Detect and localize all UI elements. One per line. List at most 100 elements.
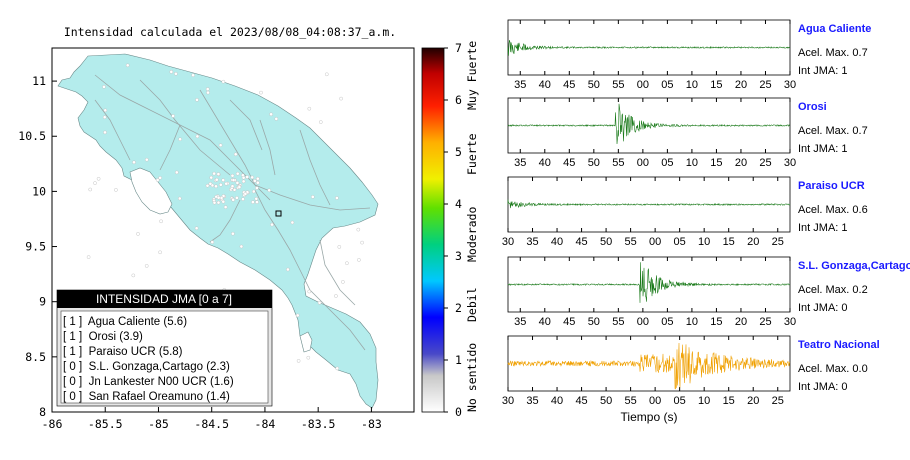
colorbar-label-no-sentido: No sentido <box>465 343 479 412</box>
waveform-x-tick-label: 50 <box>588 157 600 169</box>
station-dot <box>360 240 364 245</box>
map-y-tick-label: 10.5 <box>18 129 46 143</box>
waveform-trace <box>507 262 791 303</box>
station-dot <box>102 115 107 119</box>
waveform-x-tick-label: 15 <box>710 79 722 91</box>
station-dot <box>243 192 248 196</box>
waveform-x-tick-label: 55 <box>624 395 636 407</box>
station-dot <box>235 181 240 185</box>
station-dot <box>191 73 195 77</box>
station-dot <box>310 195 315 199</box>
road-network <box>94 74 371 351</box>
waveform-x-tick-label: 40 <box>539 79 551 91</box>
station-dot <box>159 219 163 224</box>
legend-inner-box <box>60 310 269 404</box>
station-dot <box>131 273 136 278</box>
station-dot <box>132 160 136 165</box>
station-dot <box>270 222 274 227</box>
station-dot <box>233 152 238 157</box>
station-dot <box>239 244 244 249</box>
int-jma-label: Int JMA: 1 <box>798 143 848 155</box>
waveform-x-tick-label: 10 <box>686 79 698 91</box>
legend-header-bar <box>57 290 272 308</box>
waveform-x-tick-label: 05 <box>674 395 686 407</box>
station-dot <box>259 90 263 95</box>
waveform-x-tick-label: 25 <box>759 79 771 91</box>
station-dot <box>231 231 235 236</box>
station-dot <box>205 183 210 188</box>
waveform-x-tick-label: 50 <box>588 79 600 91</box>
colorbar-tick-label: 6 <box>455 93 462 107</box>
station-dot <box>223 205 228 209</box>
station-dot <box>206 90 210 95</box>
station-dot <box>335 366 340 371</box>
waveform-x-tick-label: 00 <box>649 395 661 407</box>
acel-max-label: Acel. Max. 0.7 <box>798 125 868 137</box>
station-dot <box>212 200 217 205</box>
map-y-tick-label: 11 <box>32 74 46 88</box>
station-dot <box>267 188 272 193</box>
waveform-panel: 35 40 45 50 55 00 05 10 15 20 25 30 Orosi Acel. Max. … <box>507 97 868 169</box>
waveform-x-tick-label: 10 <box>698 236 710 248</box>
station-dot <box>334 294 338 298</box>
station-dot <box>209 175 213 180</box>
station-dot <box>214 177 219 182</box>
waveform-x-tick-label: 30 <box>784 157 796 169</box>
waveform-panel: 35 40 45 50 55 00 05 10 15 20 25 30 S.L. Gonzaga,Car… <box>507 256 910 328</box>
colorbar-tick-label: 0 <box>455 405 462 419</box>
map-x-tick-label: -86 <box>42 417 63 431</box>
waveform-x-tick-label: 30 <box>784 316 796 328</box>
legend-item: [ 0 ] S.L. Gonzaga,Cartago (2.3) <box>63 361 230 373</box>
waveform-x-tick-label: 25 <box>759 316 771 328</box>
waveform-x-tick-label: 20 <box>747 395 759 407</box>
waveform-x-tick-label: 05 <box>674 236 686 248</box>
int-jma-label: Int JMA: 0 <box>798 381 848 393</box>
station-dot <box>241 179 246 184</box>
map-y-tick-label: 9.5 <box>25 240 46 254</box>
waveform-x-tick-label: 55 <box>612 157 624 169</box>
map-y-tick-label: 8 <box>39 405 46 419</box>
waveform-x-tick-label: 25 <box>772 236 784 248</box>
acel-max-label: Acel. Max. 0.6 <box>798 204 868 216</box>
map-x-tick-label: -83.5 <box>301 417 336 431</box>
station-dot <box>335 196 339 200</box>
station-dot <box>144 264 149 268</box>
station-dot <box>194 226 199 230</box>
station-dot <box>241 197 245 201</box>
station-name: Agua Caliente <box>798 23 871 35</box>
station-dot <box>341 280 345 284</box>
station-dot <box>235 171 240 176</box>
colorbar-ticks: 0 1 2 3 4 5 6 7 <box>444 41 462 419</box>
station-dot <box>307 106 312 111</box>
station-dot <box>216 195 221 200</box>
station-dot <box>230 184 235 188</box>
legend-item: [ 0 ] Jn Lankester N00 UCR (1.6) <box>63 376 234 388</box>
waveform-x-tick-label: 05 <box>661 157 673 169</box>
waveform-x-tick-label: 55 <box>612 79 624 91</box>
station-dot <box>114 188 118 192</box>
station-dot <box>88 187 92 192</box>
map-y-axis: 11 10.5 10 9.5 9 8.5 8 <box>18 74 57 419</box>
station-dot <box>144 157 149 162</box>
waveform-x-tick-label: 05 <box>661 79 673 91</box>
waveform-x-tick-label: 05 <box>661 316 673 328</box>
station-dot <box>254 196 259 201</box>
colorbar-label-fuerte: Fuerte <box>465 133 479 175</box>
golfo-dulce <box>299 331 313 353</box>
station-dot <box>356 227 361 232</box>
station-dot <box>212 171 216 176</box>
station-name: S.L. Gonzaga,Cartago <box>798 260 910 272</box>
colorbar-tick-label: 2 <box>455 301 462 315</box>
station-dot <box>269 112 273 117</box>
station-dot <box>231 178 236 182</box>
waveform-x-tick-label: 55 <box>612 316 624 328</box>
station-dot <box>102 85 106 89</box>
acel-max-label: Acel. Max. 0.0 <box>798 363 868 375</box>
waveform-x-tick-label: 55 <box>624 236 636 248</box>
station-dot <box>230 173 235 178</box>
station-dot <box>195 134 200 139</box>
station-dot <box>345 261 349 266</box>
station-dot <box>155 178 160 182</box>
map-panel: Intensidad calculada el 2023/08/08_04:08… <box>18 25 415 431</box>
station-dot <box>195 98 199 102</box>
